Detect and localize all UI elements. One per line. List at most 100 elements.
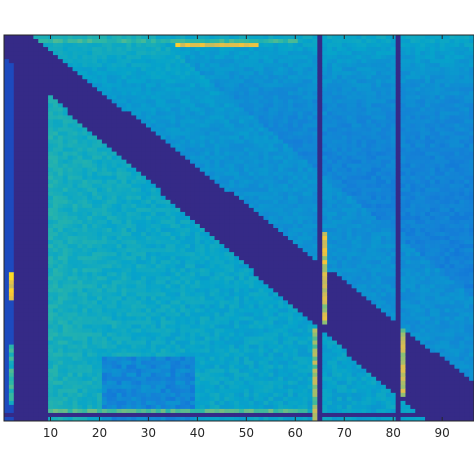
heatmap-cell — [239, 39, 245, 44]
heatmap-cell — [434, 83, 441, 88]
heatmap-cell — [204, 207, 211, 213]
heatmap-cell — [420, 115, 426, 120]
heatmap-cell — [48, 51, 54, 56]
heatmap-cell — [145, 207, 152, 213]
heatmap-cell — [126, 75, 132, 80]
heatmap-cell — [327, 159, 333, 165]
heatmap-cell — [263, 67, 269, 72]
heatmap-cell — [317, 219, 323, 225]
heatmap-cell — [449, 228, 455, 233]
heatmap-cell — [415, 99, 421, 104]
heatmap-cell — [131, 35, 137, 40]
heatmap-cell — [385, 95, 392, 100]
heatmap-cell — [307, 195, 313, 201]
heatmap-cell — [444, 79, 451, 84]
heatmap-cell — [155, 147, 162, 153]
heatmap-cell — [155, 59, 162, 64]
heatmap-cell — [190, 151, 196, 157]
heatmap-cell — [287, 103, 294, 108]
heatmap-cell — [13, 79, 20, 84]
heatmap-cell — [190, 87, 196, 92]
heatmap-cell — [351, 135, 357, 141]
heatmap-cell — [327, 183, 333, 189]
heatmap-cell — [351, 119, 357, 124]
heatmap-cell — [420, 219, 426, 225]
heatmap-cell — [297, 95, 304, 100]
heatmap-cell — [175, 195, 181, 201]
heatmap-cell — [77, 175, 83, 181]
heatmap-cell — [214, 159, 220, 165]
heatmap-cell — [150, 123, 157, 128]
heatmap-cell — [131, 47, 137, 52]
heatmap-cell — [390, 63, 397, 68]
heatmap-cell — [155, 115, 162, 120]
heatmap-cell — [336, 111, 343, 116]
heatmap-cell — [145, 187, 152, 193]
heatmap-cell — [336, 51, 343, 56]
heatmap-cell — [420, 147, 426, 153]
heatmap-cell — [111, 151, 118, 157]
heatmap-cell — [390, 75, 397, 80]
heatmap-cell — [8, 203, 15, 209]
heatmap-cell — [38, 163, 44, 169]
heatmap-cell — [322, 240, 328, 245]
heatmap-cell — [322, 59, 328, 64]
heatmap-cell — [155, 187, 162, 193]
heatmap-cell — [116, 159, 122, 165]
heatmap-cell — [449, 83, 455, 88]
heatmap-cell — [234, 211, 240, 217]
heatmap-cell — [234, 43, 240, 48]
heatmap-cell — [302, 167, 309, 173]
heatmap-cell — [141, 67, 147, 72]
heatmap-cell — [405, 195, 411, 201]
heatmap-cell — [214, 179, 220, 185]
heatmap-cell — [145, 179, 152, 185]
heatmap-cell — [297, 123, 304, 128]
heatmap-cell — [82, 147, 88, 153]
heatmap-cell — [346, 87, 353, 92]
heatmap-cell — [194, 215, 201, 221]
heatmap-cell — [57, 35, 64, 40]
heatmap-cell — [307, 79, 313, 84]
heatmap-cell — [312, 236, 318, 241]
heatmap-cell — [224, 55, 230, 60]
heatmap-cell — [322, 215, 328, 221]
heatmap-cell — [194, 115, 201, 120]
heatmap-cell — [57, 115, 64, 120]
heatmap-cell — [48, 127, 54, 132]
heatmap-cell — [62, 223, 69, 229]
heatmap-cell — [57, 123, 64, 128]
heatmap-cell — [43, 167, 49, 173]
heatmap-cell — [82, 175, 88, 181]
heatmap-cell — [302, 107, 309, 112]
heatmap-cell — [283, 223, 289, 229]
heatmap-cell — [253, 127, 260, 132]
heatmap-cell — [346, 39, 353, 44]
heatmap-cell — [62, 87, 69, 92]
heatmap-cell — [444, 151, 451, 157]
heatmap-cell — [263, 236, 269, 241]
heatmap-cell — [469, 203, 474, 209]
heatmap-cell — [415, 135, 421, 141]
heatmap-cell — [141, 135, 147, 141]
heatmap-cell — [258, 123, 264, 128]
heatmap-cell — [287, 119, 294, 124]
heatmap-cell — [219, 219, 225, 225]
heatmap-cell — [469, 91, 474, 96]
heatmap-cell — [111, 99, 118, 104]
heatmap-cell — [327, 67, 333, 72]
heatmap-cell — [170, 55, 176, 60]
heatmap-cell — [243, 215, 250, 221]
heatmap-cell — [145, 39, 152, 44]
heatmap-cell — [258, 151, 264, 157]
heatmap-cell — [33, 39, 39, 44]
heatmap-cell — [278, 195, 284, 201]
heatmap-cell — [92, 139, 98, 145]
heatmap-cell — [165, 187, 171, 193]
heatmap-cell — [469, 240, 474, 245]
heatmap-cell — [390, 67, 397, 72]
heatmap-cell — [62, 183, 69, 189]
heatmap-cell — [278, 179, 284, 185]
heatmap-cell — [38, 35, 44, 40]
heatmap-cell — [141, 228, 147, 233]
